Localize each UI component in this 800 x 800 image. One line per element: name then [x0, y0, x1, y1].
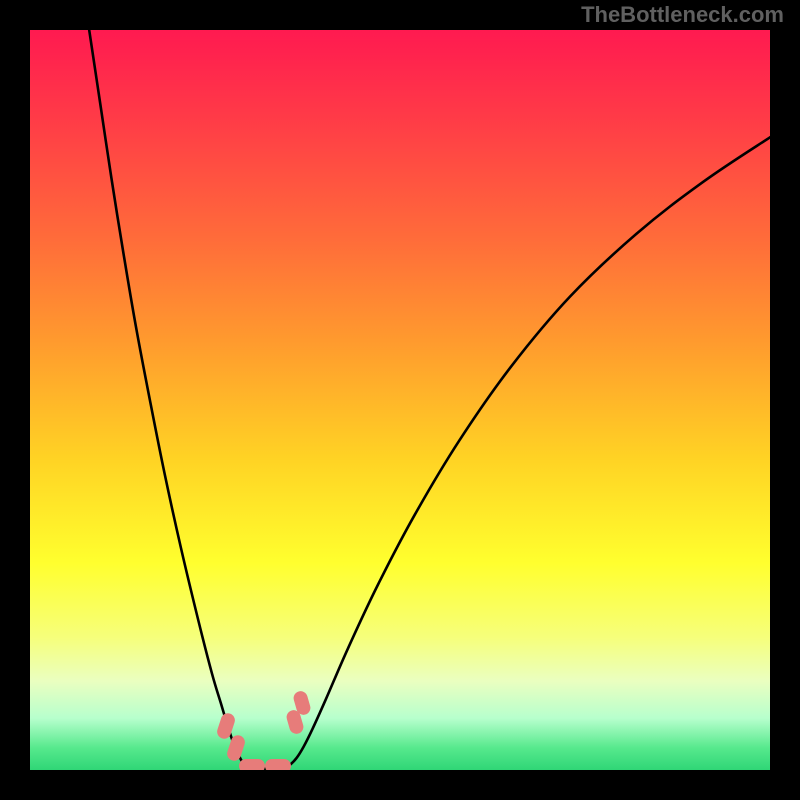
attribution-text: TheBottleneck.com: [581, 2, 784, 28]
markers-layer: [30, 30, 770, 770]
marker-valley-1: [265, 759, 291, 770]
chart-frame: TheBottleneck.com: [0, 0, 800, 800]
plot-area: [30, 30, 770, 770]
marker-valley-0: [239, 759, 265, 770]
